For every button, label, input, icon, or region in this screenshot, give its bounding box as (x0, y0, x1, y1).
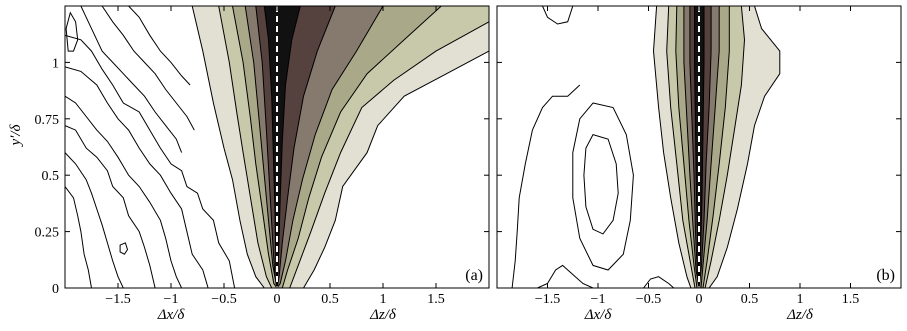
contour-line-2 (583, 134, 619, 235)
contour-line-3 (65, 95, 183, 288)
contour-line-5 (65, 152, 124, 288)
y-tick-label: 0.5 (42, 169, 60, 184)
y-tick-label: 1 (52, 56, 59, 71)
x-tick-label: −1 (591, 292, 606, 307)
x-tick-label: 1.5 (842, 292, 860, 307)
contour-line-2 (65, 66, 209, 288)
y-tick-label: 0 (52, 282, 59, 297)
x-tick-label: −0.5 (636, 292, 661, 307)
contour-line-6 (643, 276, 675, 288)
contour-line-7 (101, 6, 195, 131)
panel-label: (a) (465, 267, 483, 284)
x-tick-label: −1.5 (535, 292, 560, 307)
panel-label: (b) (876, 267, 895, 284)
contour-line-9 (80, 6, 183, 153)
x-axis-label-left: Δx/δ (157, 307, 186, 323)
contour-line-4 (65, 125, 156, 288)
x-tick-label: 0.5 (741, 292, 759, 307)
panel-a: −1.5 −1 −0.5 0 0.5 1 1.5 0 0.25 0.5 0.75 1 Δx/δ Δz/δ y… (8, 5, 490, 323)
x-tick-label: 1 (380, 292, 387, 307)
plot-area (497, 6, 901, 288)
x-tick-label: 0 (696, 292, 703, 307)
y-tick-label: 0.75 (35, 113, 60, 128)
contour-line-3 (542, 6, 574, 25)
y-tick-label: 0.25 (35, 226, 60, 241)
y-axis-label: y′/δ (8, 123, 24, 147)
x-tick-label: −0.5 (211, 292, 236, 307)
x-axis-label-right: Δz/δ (786, 307, 814, 323)
panel-b: −1.5 −1 −0.5 0 0.5 1 1.5 Δx/δ Δz/δ (b) (496, 5, 902, 323)
contour-line-10 (65, 11, 79, 52)
plot-area (65, 6, 489, 288)
contour-line-8 (128, 6, 191, 86)
x-tick-label: 0 (274, 292, 281, 307)
contour-line-1 (65, 34, 236, 288)
contour-line-11 (119, 242, 129, 255)
contour-line-4 (511, 84, 581, 288)
x-tick-label: 0.5 (321, 292, 339, 307)
contour-line-6 (65, 186, 92, 288)
x-tick-label: 1.5 (427, 292, 445, 307)
x-tick-label: −1.5 (105, 292, 130, 307)
x-tick-label: −1 (164, 292, 179, 307)
x-tick-label: 1 (797, 292, 804, 307)
x-axis-label-right: Δz/δ (369, 307, 397, 323)
x-axis-label-left: Δx/δ (584, 307, 613, 323)
contour-line-1 (572, 102, 634, 271)
contour-level-6 (263, 6, 301, 288)
